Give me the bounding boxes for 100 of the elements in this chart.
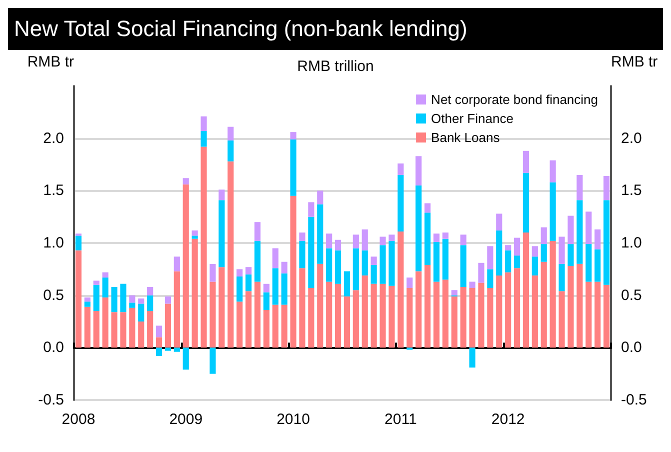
bar <box>603 176 610 200</box>
legend-label: Other Finance <box>431 111 514 126</box>
bar <box>576 174 583 200</box>
bar <box>416 271 422 348</box>
bar <box>496 275 502 348</box>
bar <box>478 262 484 283</box>
bar <box>344 271 350 296</box>
y-tick-label: 0.0 <box>43 339 64 356</box>
bar <box>218 200 225 268</box>
bar <box>380 236 386 246</box>
bar <box>272 304 278 348</box>
bar <box>281 262 288 274</box>
y2-tick-label: 0.5 <box>621 286 642 304</box>
bar <box>75 236 82 250</box>
bar <box>290 196 296 348</box>
bar <box>210 348 216 374</box>
bar <box>478 282 484 348</box>
bar <box>370 264 377 284</box>
bar <box>254 282 261 348</box>
bar <box>586 282 592 348</box>
bar <box>326 234 332 248</box>
bar <box>147 286 154 296</box>
y2-tick-label: -0.5 <box>621 392 647 408</box>
bar <box>460 234 466 246</box>
bar <box>272 248 278 268</box>
bar <box>210 264 216 282</box>
x-tick-label: 2010 <box>276 411 310 428</box>
bar <box>352 290 359 348</box>
bar <box>451 296 458 348</box>
bar <box>532 275 538 348</box>
bar <box>290 139 296 196</box>
bar <box>496 214 502 230</box>
bar <box>406 278 413 288</box>
bar <box>272 268 278 305</box>
bar <box>174 271 180 348</box>
bar <box>228 140 234 162</box>
bar <box>370 284 377 348</box>
bar <box>558 236 565 264</box>
bar <box>469 288 476 348</box>
x-tick-label: 2009 <box>169 411 203 428</box>
bar <box>586 244 592 282</box>
bar <box>111 312 118 348</box>
bar <box>532 246 538 257</box>
bar <box>228 161 234 348</box>
bar <box>398 231 404 348</box>
bar <box>84 297 90 302</box>
bar <box>129 302 136 308</box>
bar <box>200 131 207 147</box>
y2-tick-label: 0.0 <box>621 339 642 356</box>
bar <box>200 116 207 132</box>
bar <box>594 229 601 250</box>
bar <box>505 250 512 272</box>
bar <box>416 156 422 186</box>
bar <box>568 216 574 244</box>
bar <box>138 298 144 304</box>
bar <box>174 348 180 352</box>
bar <box>192 236 198 239</box>
bar <box>406 288 413 348</box>
bar <box>308 202 314 217</box>
y2-axis-title: RMB tr <box>611 54 658 70</box>
bar <box>236 276 243 302</box>
bar <box>164 348 172 351</box>
bar <box>156 337 162 348</box>
bar <box>550 182 556 241</box>
y2-tick-label: 2.0 <box>621 130 642 147</box>
bar <box>218 190 225 200</box>
y-tick-label: 2.0 <box>43 130 64 147</box>
bar <box>200 146 207 348</box>
bar <box>263 310 270 348</box>
bar <box>370 256 377 265</box>
bar <box>334 240 342 250</box>
bar <box>84 302 90 307</box>
bar <box>460 286 466 348</box>
bar <box>424 212 431 265</box>
bar <box>334 284 342 348</box>
bar <box>576 264 583 348</box>
bar <box>326 248 332 282</box>
bar <box>138 322 144 348</box>
bar <box>460 245 466 287</box>
x-tick-label: 2012 <box>491 411 525 428</box>
bar <box>111 286 118 312</box>
bar <box>281 273 288 305</box>
bar <box>424 264 431 348</box>
bar <box>182 178 189 184</box>
bar <box>308 216 314 288</box>
bar <box>586 212 592 244</box>
bar <box>147 295 154 312</box>
bar <box>299 240 306 268</box>
bar <box>558 264 565 292</box>
bar <box>290 132 296 140</box>
bar <box>362 275 368 348</box>
bar <box>138 304 144 322</box>
bar <box>603 200 610 285</box>
bar <box>352 248 359 290</box>
bar <box>540 227 547 244</box>
bar <box>236 302 243 348</box>
bar <box>254 222 261 241</box>
bar <box>192 230 198 236</box>
bar <box>514 256 520 268</box>
bar <box>245 274 252 292</box>
